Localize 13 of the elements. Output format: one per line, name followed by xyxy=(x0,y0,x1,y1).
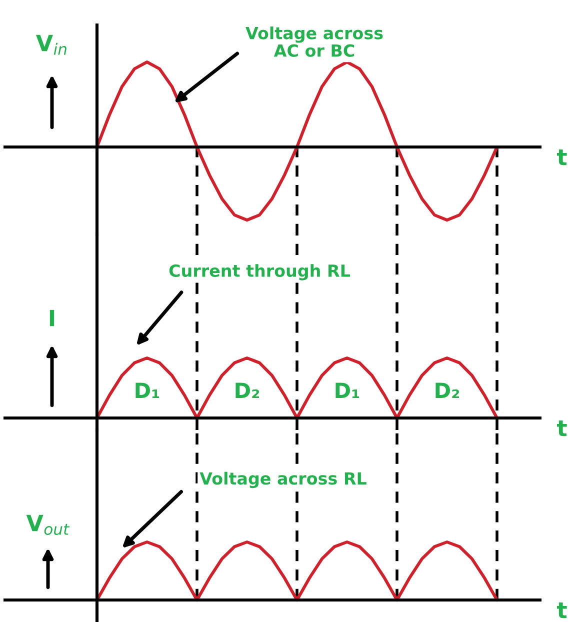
text: Current through RL xyxy=(169,264,350,280)
y-axis-title: V$_{out}$ xyxy=(26,514,70,535)
y-axis-title: V$_{in}$ xyxy=(36,34,66,55)
x-axis-title: t xyxy=(556,150,567,166)
annotation: D₂ xyxy=(436,382,460,398)
annotation: D₁ xyxy=(336,382,360,398)
text: Voltage across AC or BC xyxy=(246,26,383,57)
annotation: D₂ xyxy=(236,382,260,398)
x-axis-title: t xyxy=(556,602,567,618)
annotation: D₁ xyxy=(136,382,160,398)
x-axis-title: t xyxy=(556,420,567,436)
y-axis-title: I xyxy=(50,310,54,326)
text: Voltage across RL xyxy=(200,472,366,488)
